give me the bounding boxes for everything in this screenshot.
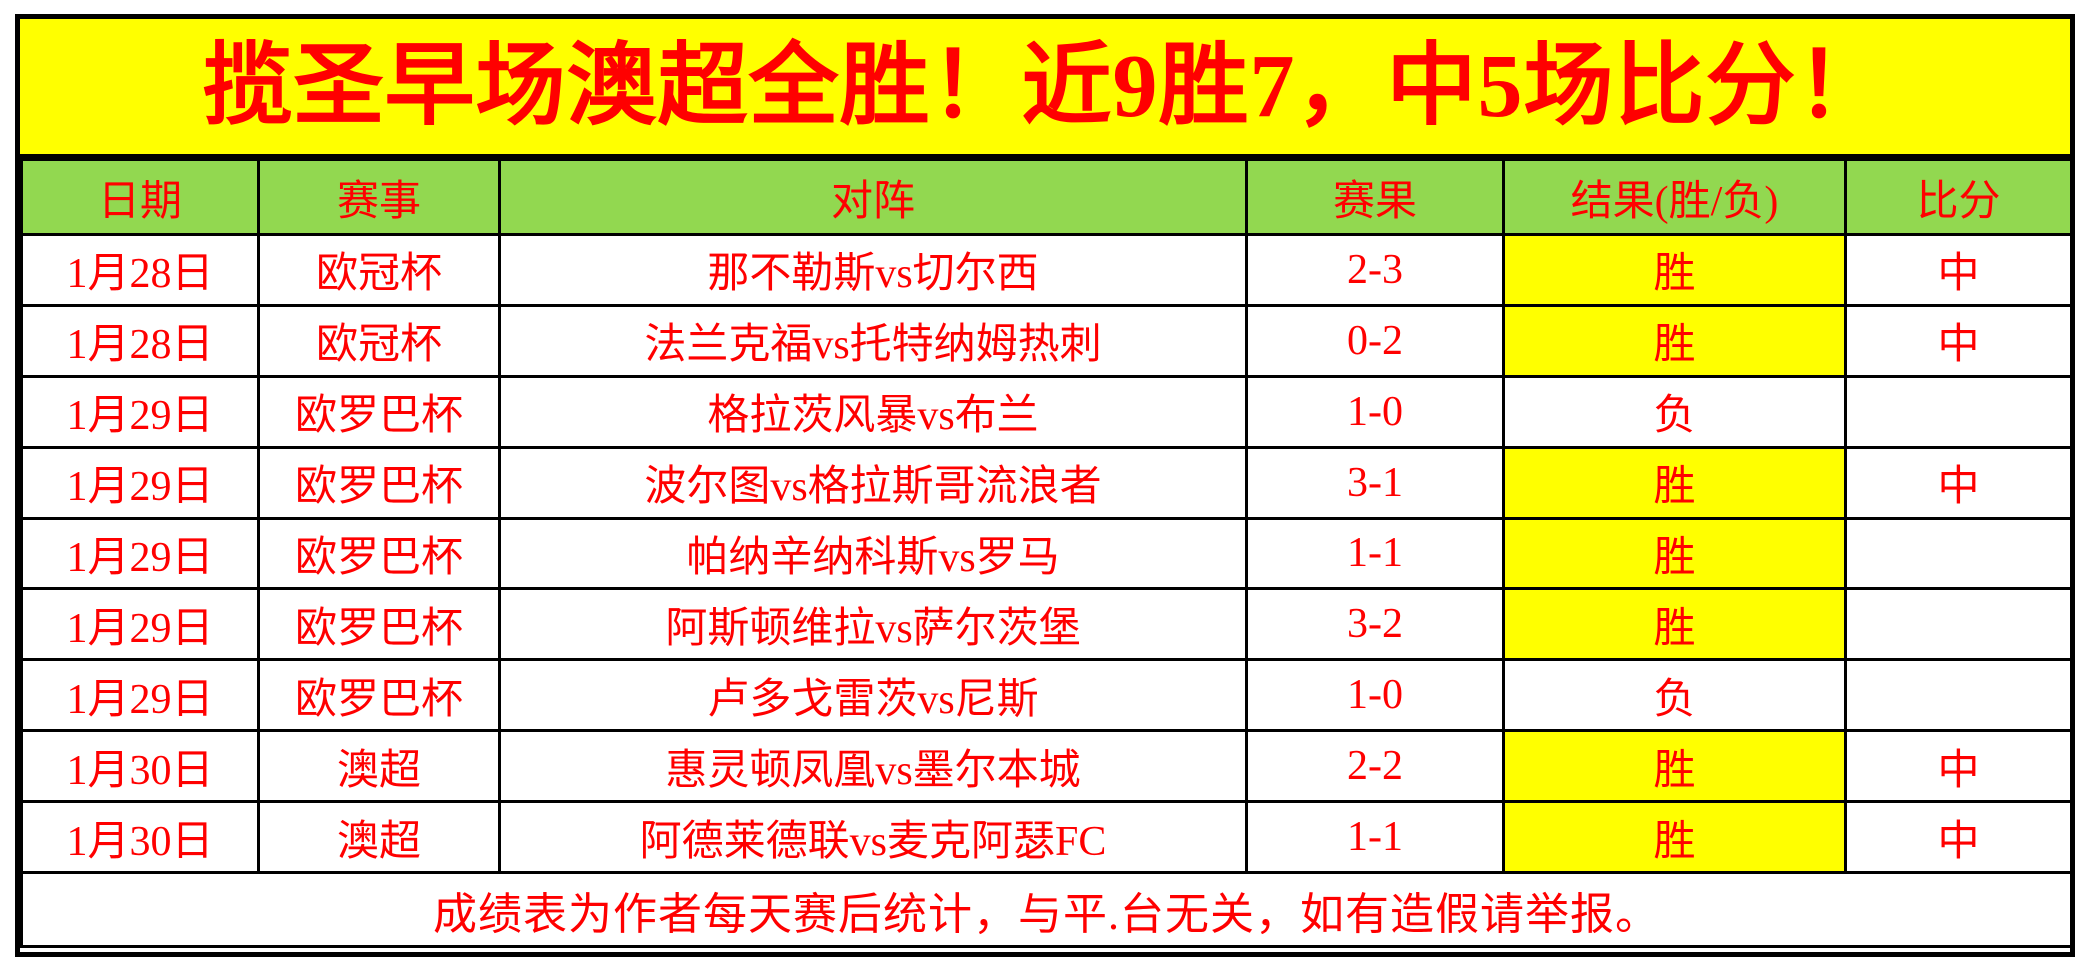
competition-cell: 澳超 bbox=[257, 800, 501, 874]
title-banner: 揽圣早场澳超全胜！近9胜7，中5场比分！ bbox=[20, 19, 2070, 158]
match-cell: 帕纳辛纳科斯vs罗马 bbox=[498, 516, 1248, 591]
table-row: 1月28日 欧冠杯 法兰克福vs托特纳姆热刺 0-2 胜中 bbox=[20, 303, 2070, 378]
score-cell: 1-0 bbox=[1245, 374, 1505, 449]
hit-cell bbox=[1844, 658, 2070, 733]
column-header-hit: 比分 bbox=[1844, 158, 2070, 236]
footer-row: 成绩表为作者每天赛后统计，与平.台无关，如有造假请举报。 bbox=[20, 871, 2070, 948]
result-cell: 负 bbox=[1502, 374, 1847, 449]
table-row: 1月29日 欧罗巴杯 格拉茨风暴vs布兰 1-0 负 bbox=[20, 374, 2070, 449]
column-header-date: 日期 bbox=[20, 158, 260, 236]
competition-cell: 欧罗巴杯 bbox=[257, 445, 501, 520]
match-cell: 格拉茨风暴vs布兰 bbox=[498, 374, 1248, 449]
table-row: 1月29日 欧罗巴杯 帕纳辛纳科斯vs罗马 1-1 胜 bbox=[20, 516, 2070, 591]
table-row: 1月29日 欧罗巴杯 波尔图vs格拉斯哥流浪者 3-1 胜中 bbox=[20, 445, 2070, 520]
match-cell: 阿德莱德联vs麦克阿瑟FC bbox=[498, 800, 1248, 874]
date-cell: 1月30日 bbox=[20, 800, 260, 874]
score-cell: 3-1 bbox=[1245, 445, 1505, 520]
hit-cell: 中 bbox=[1844, 303, 2070, 378]
score-cell: 2-3 bbox=[1245, 233, 1505, 307]
page-title: 揽圣早场澳超全胜！近9胜7，中5场比分！ bbox=[202, 37, 1888, 136]
match-cell: 卢多戈雷茨vs尼斯 bbox=[498, 658, 1248, 733]
match-cell: 法兰克福vs托特纳姆热刺 bbox=[498, 303, 1248, 378]
result-cell: 胜 bbox=[1502, 587, 1847, 662]
table-row: 1月29日 欧罗巴杯 阿斯顿维拉vs萨尔茨堡 3-2 胜 bbox=[20, 587, 2070, 662]
column-header-competition: 赛事 bbox=[257, 158, 501, 236]
match-cell: 那不勒斯vs切尔西 bbox=[498, 233, 1248, 307]
date-cell: 1月29日 bbox=[20, 587, 260, 662]
score-cell: 2-2 bbox=[1245, 729, 1505, 803]
date-cell: 1月28日 bbox=[20, 233, 260, 307]
date-cell: 1月29日 bbox=[20, 374, 260, 449]
result-cell: 胜 bbox=[1502, 516, 1847, 591]
hit-cell bbox=[1844, 587, 2070, 662]
result-cell: 胜 bbox=[1502, 445, 1847, 520]
score-cell: 1-1 bbox=[1245, 516, 1505, 591]
hit-cell bbox=[1844, 516, 2070, 591]
competition-cell: 欧罗巴杯 bbox=[257, 587, 501, 662]
hit-cell: 中 bbox=[1844, 233, 2070, 307]
date-cell: 1月28日 bbox=[20, 303, 260, 378]
competition-cell: 欧罗巴杯 bbox=[257, 516, 501, 591]
score-cell: 0-2 bbox=[1245, 303, 1505, 378]
footer-note: 成绩表为作者每天赛后统计，与平.台无关，如有造假请举报。 bbox=[20, 871, 2070, 948]
result-cell: 胜 bbox=[1502, 233, 1847, 307]
results-table: 日期 赛事 对阵 赛果 结果(胜/负) 比分 1月28日 欧冠杯 那不勒斯vs切尔西… bbox=[20, 158, 2070, 948]
match-cell: 惠灵顿凤凰vs墨尔本城 bbox=[498, 729, 1248, 803]
match-cell: 波尔图vs格拉斯哥流浪者 bbox=[498, 445, 1248, 520]
hit-cell: 中 bbox=[1844, 445, 2070, 520]
score-cell: 3-2 bbox=[1245, 587, 1505, 662]
table-row: 1月30日 澳超 惠灵顿凤凰vs墨尔本城 2-2 胜中 bbox=[20, 729, 2070, 803]
hit-cell: 中 bbox=[1844, 729, 2070, 803]
match-cell: 阿斯顿维拉vs萨尔茨堡 bbox=[498, 587, 1248, 662]
date-cell: 1月30日 bbox=[20, 729, 260, 803]
competition-cell: 欧冠杯 bbox=[257, 303, 501, 378]
results-tbody: 1月28日 欧冠杯 那不勒斯vs切尔西 2-3 胜中 1月28日 欧冠杯 法兰克福vs托特纳姆… bbox=[20, 233, 2070, 874]
results-sheet: 揽圣早场澳超全胜！近9胜7，中5场比分！ 日期 赛事 对阵 赛果 结果(胜/负)… bbox=[15, 14, 2075, 957]
competition-cell: 欧冠杯 bbox=[257, 233, 501, 307]
header-row: 日期 赛事 对阵 赛果 结果(胜/负) 比分 bbox=[20, 158, 2070, 236]
competition-cell: 欧罗巴杯 bbox=[257, 658, 501, 733]
table-row: 1月29日 欧罗巴杯 卢多戈雷茨vs尼斯 1-0 负 bbox=[20, 658, 2070, 733]
date-cell: 1月29日 bbox=[20, 658, 260, 733]
table-row: 1月30日 澳超 阿德莱德联vs麦克阿瑟FC 1-1 胜中 bbox=[20, 800, 2070, 874]
hit-cell bbox=[1844, 374, 2070, 449]
table-row: 1月28日 欧冠杯 那不勒斯vs切尔西 2-3 胜中 bbox=[20, 233, 2070, 307]
score-cell: 1-0 bbox=[1245, 658, 1505, 733]
results-header: 日期 赛事 对阵 赛果 结果(胜/负) 比分 bbox=[20, 158, 2070, 236]
date-cell: 1月29日 bbox=[20, 445, 260, 520]
score-cell: 1-1 bbox=[1245, 800, 1505, 874]
result-cell: 胜 bbox=[1502, 303, 1847, 378]
column-header-match: 对阵 bbox=[498, 158, 1248, 236]
competition-cell: 欧罗巴杯 bbox=[257, 374, 501, 449]
column-header-score: 赛果 bbox=[1245, 158, 1505, 236]
result-cell: 胜 bbox=[1502, 800, 1847, 874]
competition-cell: 澳超 bbox=[257, 729, 501, 803]
hit-cell: 中 bbox=[1844, 800, 2070, 874]
result-cell: 负 bbox=[1502, 658, 1847, 733]
date-cell: 1月29日 bbox=[20, 516, 260, 591]
column-header-result: 结果(胜/负) bbox=[1502, 158, 1847, 236]
result-cell: 胜 bbox=[1502, 729, 1847, 803]
